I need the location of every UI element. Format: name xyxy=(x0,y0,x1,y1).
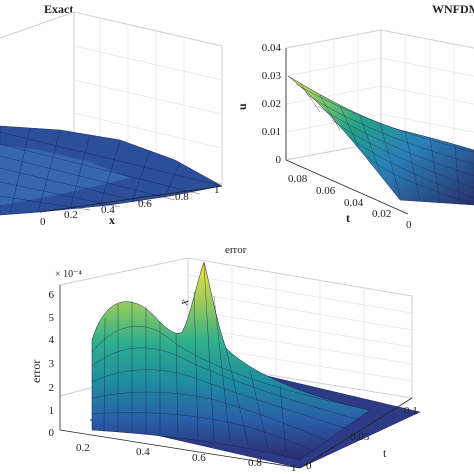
error-t-ticks: 0 0.05 0.1 xyxy=(306,405,418,472)
panel-wnfdm: WNFDM xyxy=(235,2,474,231)
error-z-ticks: 0 1 2 3 4 5 6 xyxy=(49,289,55,439)
error-x-ticks: 0.2 0.4 0.6 0.8 1 xyxy=(76,442,297,474)
wnfdm-t-tick: 0.02 xyxy=(372,208,391,220)
error-z-tick: 6 xyxy=(49,289,55,301)
wnfdm-u-label: u xyxy=(235,103,249,110)
error-z-tick: 5 xyxy=(49,312,55,324)
error-z-tick: 0 xyxy=(49,427,55,439)
error-z-label: error xyxy=(29,360,43,383)
wnfdm-t-label: t xyxy=(346,211,350,225)
panel-error-title: error xyxy=(225,244,247,256)
wnfdm-mesh xyxy=(295,82,474,205)
exact-x-tick: 0.6 xyxy=(138,198,152,210)
exact-x-axis xyxy=(39,185,223,213)
exact-grid xyxy=(73,18,223,174)
wnfdm-u-tick: 0 xyxy=(276,154,282,166)
wnfdm-u-tick: 0.04 xyxy=(262,42,282,54)
wnfdm-t-ticks: 0.08 0.06 0.04 0.02 0 xyxy=(288,173,412,231)
wnfdm-grid xyxy=(285,34,474,156)
error-t-tick: 0 xyxy=(306,460,312,472)
error-x-tick: 1 xyxy=(291,462,297,474)
exact-x-tick: 1 xyxy=(214,184,220,196)
wnfdm-u-tick: 0.01 xyxy=(262,126,281,138)
wnfdm-t-tick: 0.06 xyxy=(316,185,336,197)
error-x-tick: 0.4 xyxy=(136,446,150,458)
error-mesh xyxy=(91,263,371,453)
error-z-tick: 2 xyxy=(49,382,55,394)
error-z-tick: 4 xyxy=(49,334,55,346)
error-x-tick: 0.2 xyxy=(76,442,90,454)
error-grid xyxy=(187,265,413,390)
error-x-tick: 0.8 xyxy=(248,457,262,469)
wnfdm-t-tick: 0.08 xyxy=(288,173,308,185)
wnfdm-u-ticks: 0 0.01 0.02 0.03 0.04 xyxy=(262,42,282,166)
error-exponent: × 10⁻⁴ xyxy=(55,269,82,280)
panel-exact-title: Exact xyxy=(44,2,73,16)
exact-x-tick: 0.4 xyxy=(101,204,115,216)
exact-x-ticks: 0 0.2 0.4 0.6 0.8 1 xyxy=(40,184,220,228)
exact-mesh xyxy=(0,127,223,215)
wnfdm-t-tick: 0.04 xyxy=(344,197,364,209)
error-t-tick: 0.05 xyxy=(350,431,370,443)
error-z-tick: 3 xyxy=(49,358,55,370)
error-x-label: x xyxy=(176,297,191,306)
error-x-axis xyxy=(59,429,301,469)
exact-surface-highlight xyxy=(0,145,130,205)
panel-exact: Exact 0 0.2 0.4 0.6 0.8 1 xyxy=(0,2,223,228)
wnfdm-u-tick: 0.03 xyxy=(262,70,282,82)
exact-x-tick: 0 xyxy=(40,216,46,228)
error-surface xyxy=(91,261,371,461)
error-t-tick: 0.1 xyxy=(404,405,418,417)
exact-x-tick: 0.2 xyxy=(64,209,78,221)
error-x-tick: 0.6 xyxy=(192,452,206,464)
exact-back-wall xyxy=(0,11,223,184)
error-t-label: t xyxy=(383,446,387,460)
error-z-tick: 1 xyxy=(49,405,55,417)
wnfdm-t-tick: 0 xyxy=(406,219,412,231)
wnfdm-t-axis xyxy=(285,159,409,215)
wnfdm-u-tick: 0.02 xyxy=(262,98,281,110)
exact-x-label: x xyxy=(109,213,115,227)
panel-error: error × 10⁻⁴ xyxy=(29,244,421,474)
exact-x-tick: 0.8 xyxy=(175,191,189,203)
error-t-axis xyxy=(299,397,413,469)
panel-wnfdm-title: WNFDM xyxy=(432,2,474,16)
